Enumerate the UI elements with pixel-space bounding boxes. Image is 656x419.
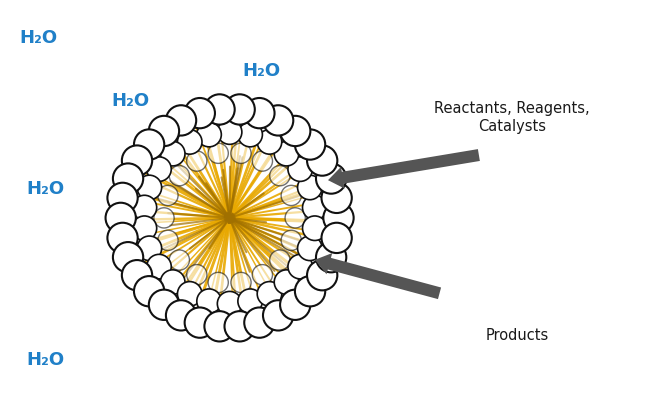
Circle shape xyxy=(257,282,281,306)
Circle shape xyxy=(244,98,275,128)
Circle shape xyxy=(178,282,202,306)
Text: H₂O: H₂O xyxy=(112,92,150,109)
Circle shape xyxy=(316,163,346,194)
Circle shape xyxy=(298,175,322,200)
Circle shape xyxy=(298,236,322,261)
Circle shape xyxy=(321,223,352,253)
Circle shape xyxy=(208,143,228,163)
Circle shape xyxy=(253,151,272,171)
Circle shape xyxy=(295,129,325,160)
Circle shape xyxy=(137,175,161,200)
Circle shape xyxy=(197,122,221,147)
Circle shape xyxy=(302,216,327,241)
Circle shape xyxy=(184,98,215,128)
Circle shape xyxy=(161,270,185,295)
Circle shape xyxy=(208,272,228,292)
Circle shape xyxy=(161,141,185,166)
Circle shape xyxy=(113,163,143,194)
Circle shape xyxy=(154,208,174,228)
Circle shape xyxy=(197,289,221,313)
Circle shape xyxy=(285,208,305,228)
Circle shape xyxy=(295,276,325,306)
Circle shape xyxy=(224,311,255,341)
Circle shape xyxy=(253,264,272,285)
Circle shape xyxy=(224,94,255,124)
Circle shape xyxy=(113,242,143,272)
Circle shape xyxy=(270,166,290,186)
Circle shape xyxy=(288,157,312,181)
Circle shape xyxy=(274,270,298,295)
Circle shape xyxy=(281,185,301,206)
Circle shape xyxy=(323,203,354,233)
Circle shape xyxy=(257,129,281,154)
Circle shape xyxy=(231,272,251,292)
Circle shape xyxy=(169,250,190,270)
FancyArrow shape xyxy=(328,149,480,189)
Circle shape xyxy=(106,203,136,233)
Circle shape xyxy=(288,254,312,279)
Text: H₂O: H₂O xyxy=(20,29,58,47)
Circle shape xyxy=(316,242,346,272)
Text: Reactants, Reagents,
Catalysts: Reactants, Reagents, Catalysts xyxy=(434,101,590,134)
Circle shape xyxy=(149,116,179,146)
Circle shape xyxy=(132,216,157,241)
Circle shape xyxy=(321,183,352,213)
Text: H₂O: H₂O xyxy=(26,352,64,369)
Circle shape xyxy=(147,254,171,279)
Circle shape xyxy=(205,94,235,124)
Circle shape xyxy=(238,289,262,313)
Circle shape xyxy=(108,223,138,253)
Circle shape xyxy=(147,157,171,181)
Circle shape xyxy=(238,122,262,147)
Circle shape xyxy=(217,120,242,144)
Circle shape xyxy=(302,195,327,220)
Circle shape xyxy=(169,166,190,186)
Circle shape xyxy=(166,300,196,331)
Circle shape xyxy=(274,141,298,166)
Circle shape xyxy=(270,250,290,270)
Circle shape xyxy=(166,105,196,136)
Circle shape xyxy=(281,230,301,251)
Circle shape xyxy=(158,230,178,251)
Circle shape xyxy=(134,276,164,306)
Circle shape xyxy=(231,143,251,163)
Circle shape xyxy=(122,145,152,176)
Circle shape xyxy=(122,260,152,290)
Text: H₂O: H₂O xyxy=(243,62,281,80)
Circle shape xyxy=(108,183,138,213)
Circle shape xyxy=(132,195,157,220)
Circle shape xyxy=(244,308,275,338)
Circle shape xyxy=(187,151,207,171)
Circle shape xyxy=(307,260,337,290)
Circle shape xyxy=(187,264,207,285)
Circle shape xyxy=(178,129,202,154)
Circle shape xyxy=(217,292,242,316)
Circle shape xyxy=(149,290,179,320)
FancyArrow shape xyxy=(315,253,441,299)
Circle shape xyxy=(280,290,310,320)
Circle shape xyxy=(263,300,293,331)
Circle shape xyxy=(137,236,161,261)
Circle shape xyxy=(158,185,178,206)
Text: Products: Products xyxy=(485,328,548,343)
Circle shape xyxy=(205,311,235,341)
Text: H₂O: H₂O xyxy=(26,180,64,197)
Circle shape xyxy=(263,105,293,136)
Circle shape xyxy=(134,129,164,160)
Circle shape xyxy=(184,308,215,338)
Circle shape xyxy=(307,145,337,176)
Circle shape xyxy=(280,116,310,146)
